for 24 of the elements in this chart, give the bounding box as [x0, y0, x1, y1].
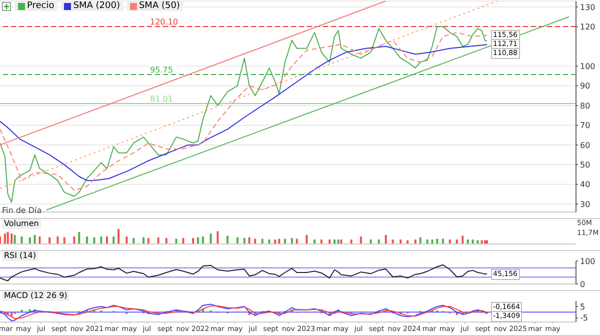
y-tick-label: 120: [580, 22, 596, 32]
y-tick-label: -5: [580, 314, 588, 323]
y-tick-label: 30: [580, 200, 590, 209]
text: Fin de Día: [2, 206, 42, 215]
y-tick-label: 0: [580, 280, 586, 289]
y-tick-label: 100: [580, 256, 596, 266]
legend-label: SMA (200): [73, 1, 120, 11]
y-tick-label: 40: [580, 180, 590, 190]
ref-line-label: 81.01: [150, 94, 173, 104]
ref-line-label: 95.75: [150, 65, 173, 74]
y-tick-label: 80: [580, 101, 590, 110]
y-tick-label: 70: [580, 121, 590, 130]
y-tick-label: 50: [580, 160, 590, 170]
legend-label: SMA (50): [138, 1, 180, 11]
chart-title: RSI (14): [2, 251, 38, 261]
y-tick-label: 60: [580, 140, 590, 150]
legend-label: Precio: [27, 1, 54, 11]
ref-line-label: 120.10: [150, 17, 178, 26]
y-tick-label: 100: [580, 62, 596, 71]
chart-title: MACD (12 26 9): [2, 291, 70, 301]
y-tick-label: 130: [580, 2, 596, 12]
y-tick-label: 5: [580, 302, 586, 312]
y-tick-label: 90: [580, 82, 590, 91]
chart-title: Volumen: [2, 219, 41, 229]
